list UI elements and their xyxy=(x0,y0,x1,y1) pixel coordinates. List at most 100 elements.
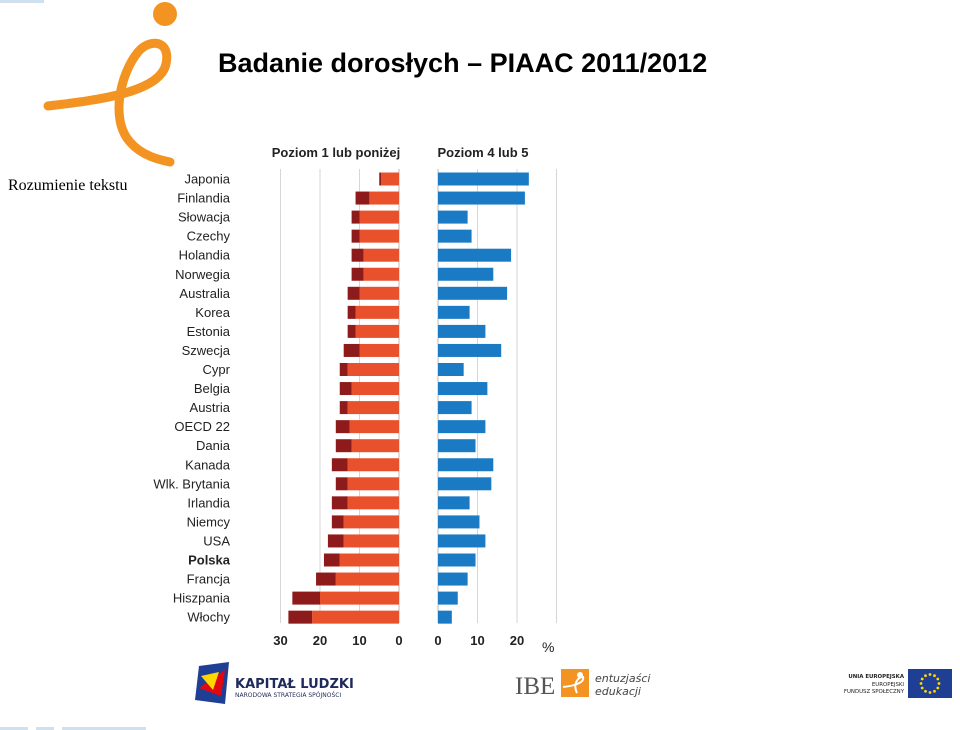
bar-below-level1-1 xyxy=(355,191,370,205)
bar-below-level1-7 xyxy=(347,305,356,319)
bar-level1-19 xyxy=(343,534,399,548)
bar-below-level1-17 xyxy=(331,496,348,510)
bar-level1-2 xyxy=(359,210,399,224)
bar-below-level1-22 xyxy=(292,591,320,605)
bar-level1-13 xyxy=(349,420,399,434)
bar-below-level1-23 xyxy=(288,610,313,624)
eu-line2: EUROPEJSKI xyxy=(872,682,905,688)
logo-dot xyxy=(153,2,177,26)
eu-line3: FUNDUSZ SPOŁECZNY xyxy=(844,689,905,695)
tick-label-left-10: 10 xyxy=(352,633,366,648)
eu-logo: UNIA EUROPEJSKA EUROPEJSKI FUNDUSZ SPOŁE… xyxy=(844,669,952,698)
bar-level1-11 xyxy=(351,382,399,396)
tick-label-left-30: 30 xyxy=(273,633,287,648)
country-label: Dania xyxy=(196,438,231,453)
bar-level1-6 xyxy=(359,286,399,300)
bar-level45-11 xyxy=(438,382,488,396)
skill-domain-label: Rozumienie tekstu xyxy=(8,177,128,194)
country-label: Polska xyxy=(188,553,231,568)
country-label: Estonia xyxy=(187,324,231,339)
kapital-ludzki-logo: KAPITAŁ LUDZKI NARODOWA STRATEGIA SPÓJNO… xyxy=(195,662,354,704)
bar-level1-17 xyxy=(347,496,399,510)
bar-level1-7 xyxy=(355,305,399,319)
panel-title-level1: Poziom 1 lub poniżej xyxy=(272,145,401,160)
eu-star-icon xyxy=(928,673,932,676)
bar-level45-12 xyxy=(438,401,472,415)
bar-below-level1-19 xyxy=(327,534,344,548)
bar-below-level1-16 xyxy=(335,477,348,491)
axis-ticks: 30 20 10 0 0 10 20 xyxy=(273,633,524,648)
bar-level1-20 xyxy=(339,553,399,567)
country-label: Irlandia xyxy=(187,495,230,510)
bar-level45-19 xyxy=(438,534,486,548)
country-label: Cypr xyxy=(203,362,231,377)
slide-title: Badanie dorosłych – PIAAC 2011/2012 xyxy=(218,48,708,78)
bar-level45-15 xyxy=(438,458,494,472)
bar-below-level1-12 xyxy=(339,401,348,415)
eu-line1: UNIA EUROPEJSKA xyxy=(848,674,904,680)
eu-star-icon xyxy=(936,677,940,681)
tick-label-right-0: 0 xyxy=(434,633,441,648)
eu-star-icon xyxy=(933,689,936,693)
bar-level1-5 xyxy=(363,267,399,281)
bar-level45-18 xyxy=(438,515,480,529)
country-label: Czechy xyxy=(187,229,231,244)
bar-below-level1-21 xyxy=(316,572,336,586)
country-label: Włochy xyxy=(187,610,230,625)
eu-stars xyxy=(919,673,941,694)
bar-below-level1-4 xyxy=(351,248,364,262)
eu-star-icon xyxy=(920,677,924,681)
bar-below-level1-6 xyxy=(347,286,360,300)
country-label: Francja xyxy=(187,572,231,587)
bar-level1-12 xyxy=(347,401,399,415)
bar-level1-21 xyxy=(335,572,399,586)
bottom-accent-bar-3 xyxy=(62,727,146,730)
eu-star-icon xyxy=(924,674,927,678)
bar-level45-23 xyxy=(438,610,452,624)
bar-level1-14 xyxy=(351,439,399,453)
eu-star-icon xyxy=(919,682,923,685)
tick-label-left-0: 0 xyxy=(395,633,402,648)
country-label: Austria xyxy=(190,400,231,415)
ibe-mark: IBE xyxy=(515,673,555,700)
bottom-accent-bar-1 xyxy=(0,727,28,730)
bottom-accent-bar-2 xyxy=(36,727,54,730)
country-label: Japonia xyxy=(184,172,230,187)
bar-level45-14 xyxy=(438,439,476,453)
bar-level1-16 xyxy=(347,477,399,491)
literacy-levels-chart: Poziom 1 lub poniżej Poziom 4 lub 5 Japo… xyxy=(153,145,557,655)
bar-level45-6 xyxy=(438,286,508,300)
grid-lines xyxy=(280,169,557,623)
eu-star-icon xyxy=(928,691,932,694)
tick-label-right-10: 10 xyxy=(470,633,484,648)
bar-level1-8 xyxy=(355,324,399,338)
country-label: Australia xyxy=(179,286,230,301)
bar-level45-2 xyxy=(438,210,468,224)
bar-level45-17 xyxy=(438,496,470,510)
bar-level45-5 xyxy=(438,267,494,281)
bar-level45-22 xyxy=(438,591,458,605)
tick-label-left-20: 20 xyxy=(313,633,327,648)
bar-level1-10 xyxy=(347,363,399,376)
bars xyxy=(288,172,529,624)
eu-star-icon xyxy=(937,682,941,685)
ibe-line2: edukacji xyxy=(595,685,641,698)
ibe-logo: IBE entuzjaści edukacji xyxy=(515,669,650,700)
eu-star-icon xyxy=(924,689,927,693)
bar-level1-3 xyxy=(359,229,399,243)
bar-level45-16 xyxy=(438,477,492,491)
ibe-line1: entuzjaści xyxy=(595,672,650,685)
bar-level45-3 xyxy=(438,229,472,243)
bar-below-level1-14 xyxy=(335,439,352,453)
bar-below-level1-0 xyxy=(379,172,382,186)
bar-level1-1 xyxy=(369,191,399,205)
bar-below-level1-2 xyxy=(351,210,360,224)
country-label: Kanada xyxy=(185,457,231,472)
top-accent-bar xyxy=(0,0,44,3)
unit-label: % xyxy=(542,639,554,655)
bar-level1-18 xyxy=(343,515,399,529)
bar-below-level1-15 xyxy=(331,458,348,472)
bar-level1-23 xyxy=(312,610,399,624)
tick-label-right-20: 20 xyxy=(510,633,524,648)
country-label: Korea xyxy=(195,305,230,320)
